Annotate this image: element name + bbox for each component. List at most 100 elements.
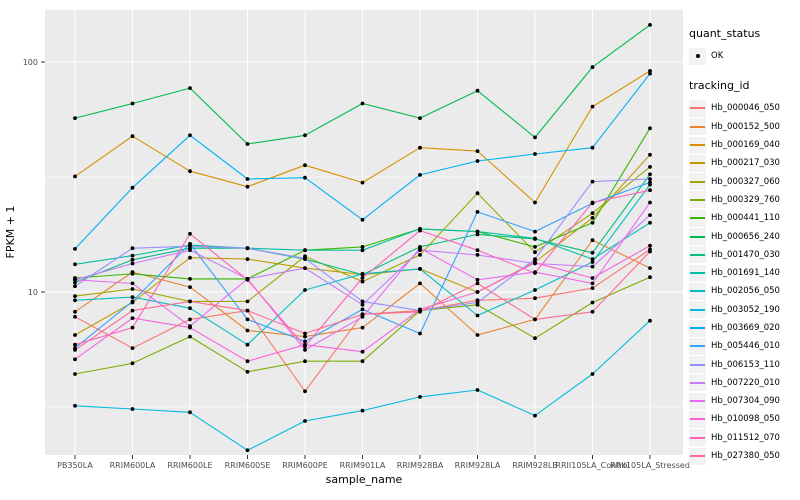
data-point [533,200,537,205]
line-key-icon [689,447,706,465]
legend-item-label: Hb_002056_050 [711,286,780,297]
data-point [188,248,192,253]
data-point [188,169,192,174]
data-point [73,298,77,303]
data-point [130,295,135,299]
y-axis-title: FPKM + 1 [4,206,17,259]
line-key-icon [689,173,706,191]
data-point [590,179,595,184]
legend-item-label: Hb_000217_030 [711,158,780,169]
legend-item-label: Hb_006153_110 [711,359,780,370]
line-key-icon [689,191,706,209]
legend-tracking-id-title: tracking_id [689,79,750,93]
axis-tick-labels: PB350LA RRIM600LA RRIM600LE RRIM600SE RRIM60… [23,58,690,470]
data-point [418,173,422,177]
data-point [188,244,192,249]
x-tick-label: RRIM600PE [282,461,328,470]
data-point [590,281,595,286]
data-point [245,184,250,189]
legend-item-Hb_000217_030: Hb_000217_030 [689,154,800,172]
line-key-icon [689,99,706,117]
data-point [73,372,77,376]
data-point [533,245,537,249]
data-point [475,281,480,286]
x-tick-label: RRII105LA_Stressed [610,461,690,470]
data-point [590,65,595,69]
legend-item-Hb_003052_190: Hb_003052_190 [689,301,800,319]
x-tick-label: RRIM928BA [397,461,444,470]
data-point [245,328,250,333]
data-point [73,348,77,352]
data-point [188,299,192,304]
data-point [590,309,595,314]
data-point [360,359,365,364]
data-point [73,294,77,298]
data-point [648,71,652,76]
data-point [245,257,250,261]
data-point [648,177,652,181]
data-point [245,277,250,282]
data-point [360,302,365,307]
data-point [130,246,135,251]
data-point [130,316,135,320]
legend-item-label: Hb_027380_050 [711,451,780,462]
data-point [590,372,595,376]
data-point [73,280,77,285]
line-key-icon [689,136,706,154]
data-point [533,288,537,292]
data-point [533,317,537,322]
data-point [475,253,480,257]
legend-item-Hb_005446_010: Hb_005446_010 [689,337,800,355]
legend-item-Hb_001470_030: Hb_001470_030 [689,246,800,264]
data-point [130,134,135,139]
data-point [188,86,192,90]
data-point [648,165,652,169]
data-point [188,133,192,138]
data-point [533,257,537,261]
data-point [475,248,480,253]
y-tick-label: 100 [23,58,38,67]
data-point [73,314,77,319]
legend-quant-status: quant_status OK [689,27,800,65]
data-point [130,281,135,286]
data-point [303,344,307,349]
line-key-icon [689,246,706,264]
data-point [590,260,595,264]
legend-item-Hb_007220_010: Hb_007220_010 [689,374,800,392]
data-point [188,231,192,236]
data-point [130,257,135,262]
data-point [188,317,192,322]
legend-item-Hb_000152_500: Hb_000152_500 [689,118,800,136]
data-point [303,133,307,138]
data-point [130,101,135,106]
data-point [418,395,422,399]
x-tick-label: RRII105LA_Control [555,461,629,470]
data-point [590,257,595,261]
legend-item-label: Hb_000169_040 [711,140,780,151]
data-point [475,277,480,282]
data-point [73,403,77,408]
data-point [533,296,537,301]
x-tick-label: PB350LA [57,461,93,470]
data-point [648,23,652,27]
legend-item-label: OK [711,51,724,62]
data-point [245,369,250,374]
legend-item-Hb_002056_050: Hb_002056_050 [689,282,800,300]
data-point [648,266,652,270]
data-point [648,213,652,218]
data-point [418,116,422,120]
data-point [245,317,250,322]
data-point [360,217,365,222]
legend-item-label: Hb_000152_500 [711,121,780,132]
line-key-icon [689,118,706,136]
data-point [245,308,250,313]
data-point [188,410,192,415]
x-tick-label: RRIM928LA [455,461,501,470]
data-point [360,180,365,185]
data-point [475,290,480,294]
data-point [130,271,135,276]
data-point [245,359,250,364]
data-point [188,277,192,281]
legend-item-Hb_010098_050: Hb_010098_050 [689,410,800,428]
